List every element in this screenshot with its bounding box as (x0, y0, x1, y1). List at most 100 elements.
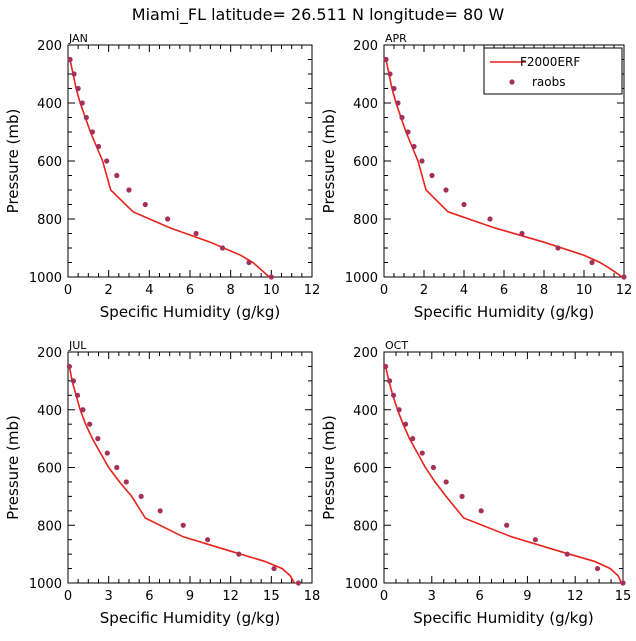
raob-point (295, 580, 302, 586)
legend-box (483, 47, 623, 95)
y-tick-label: 600 (37, 462, 62, 477)
y-tick-label: 200 (37, 39, 62, 54)
raob-point (80, 407, 86, 413)
y-tick-label: 800 (353, 519, 378, 534)
panel-label: JUL (68, 339, 87, 352)
raob-point (410, 436, 416, 442)
raob-point (461, 201, 467, 208)
raob-point (443, 187, 449, 193)
y-axis-label: Pressure (mb) (320, 109, 338, 214)
raob-point (114, 464, 120, 471)
model-line (384, 366, 623, 584)
raob-point (123, 479, 129, 485)
x-tick-label: 4 (145, 283, 153, 298)
raob-point (390, 392, 397, 398)
legend-model-label: F2000ERF (520, 55, 580, 69)
x-tick-label: 6 (500, 283, 508, 298)
plot-frame (383, 351, 624, 584)
y-tick-label: 400 (353, 97, 378, 112)
raob-point (383, 56, 389, 63)
raob-point (165, 216, 171, 222)
x-tick-label: 6 (145, 589, 153, 604)
y-tick-label: 1000 (345, 577, 378, 592)
raob-point (246, 259, 252, 266)
raob-point (138, 493, 144, 499)
x-tick-label: 3 (105, 589, 113, 604)
model-line (69, 59, 270, 278)
x-axis-label: Specific Humidity (g/kg) (413, 609, 593, 627)
y-tick-label: 200 (353, 346, 378, 361)
y-tick-label: 800 (37, 519, 62, 534)
raob-point (104, 450, 110, 456)
raob-point (205, 537, 211, 543)
x-tick-label: 10 (576, 283, 593, 298)
raob-point (504, 522, 510, 528)
y-tick-label: 200 (353, 39, 378, 54)
legend-dot-swatch (509, 79, 515, 85)
raob-point (71, 71, 77, 77)
panel-label: OCT (385, 339, 408, 352)
raob-point (382, 363, 389, 370)
x-tick-label: 12 (567, 589, 584, 604)
raob-point (391, 85, 397, 92)
panel-jul: 0 3 6 9 12 15 18 200 400 600 800 1000 JUL Specific Hu… (4, 339, 320, 627)
y-tick-label: 1000 (345, 271, 378, 286)
x-tick-label: 12 (222, 589, 239, 604)
x-tick-label: 15 (263, 589, 280, 604)
raob-point (95, 143, 102, 150)
raob-point (402, 421, 409, 427)
panel-label: APR (385, 32, 407, 45)
raob-point (89, 129, 95, 135)
raob-point (236, 551, 242, 557)
x-tick-label: 0 (380, 283, 388, 298)
raob-point (405, 129, 411, 135)
x-tick-label: 9 (186, 589, 194, 604)
raob-point (126, 187, 132, 193)
raob-point (564, 551, 570, 557)
x-axis-label: Specific Humidity (g/kg) (100, 609, 280, 627)
raob-point (87, 421, 93, 427)
x-tick-label: 12 (304, 283, 321, 298)
x-tick-label: 2 (420, 283, 428, 298)
raob-point (459, 493, 465, 499)
raob-point (180, 522, 186, 528)
x-tick-label: 15 (615, 589, 632, 604)
raob-point (95, 436, 101, 442)
raob-point (419, 450, 425, 456)
raob-point (478, 508, 484, 514)
x-tick-label: 2 (105, 283, 113, 298)
model-line (68, 366, 296, 584)
x-axis-label: Specific Humidity (g/kg) (414, 303, 594, 321)
x-tick-label: 12 (616, 283, 633, 298)
x-axis-label: Specific Humidity (g/kg) (100, 303, 280, 321)
raob-point (430, 464, 436, 471)
raob-point (67, 56, 73, 63)
x-tick-label: 3 (428, 589, 436, 604)
raob-point (219, 245, 226, 251)
x-tick-label: 0 (64, 283, 72, 298)
raob-point (519, 230, 525, 237)
raob-point (386, 378, 393, 384)
raob-point (396, 407, 402, 413)
raob-point (157, 508, 163, 514)
x-tick-label: 6 (186, 283, 194, 298)
model-line (385, 59, 623, 278)
raob-point (429, 172, 435, 179)
raob-point (104, 158, 110, 164)
raob-point (79, 100, 85, 106)
x-tick-label: 10 (263, 283, 280, 298)
y-tick-label: 1000 (29, 271, 62, 286)
raob-point (419, 158, 425, 164)
y-tick-label: 400 (37, 404, 62, 419)
raob-point (487, 216, 493, 222)
raob-point (271, 565, 277, 572)
raob-point (114, 172, 120, 179)
raob-point (193, 230, 199, 237)
raob-point (621, 274, 627, 280)
panel-oct: 0 3 6 9 12 15 200 400 600 800 1000 OCT Specific Humi… (320, 339, 631, 627)
x-tick-label: 4 (460, 283, 468, 298)
y-axis-label: Pressure (mb) (4, 109, 22, 214)
raob-point (74, 392, 81, 398)
y-tick-label: 800 (353, 213, 378, 228)
